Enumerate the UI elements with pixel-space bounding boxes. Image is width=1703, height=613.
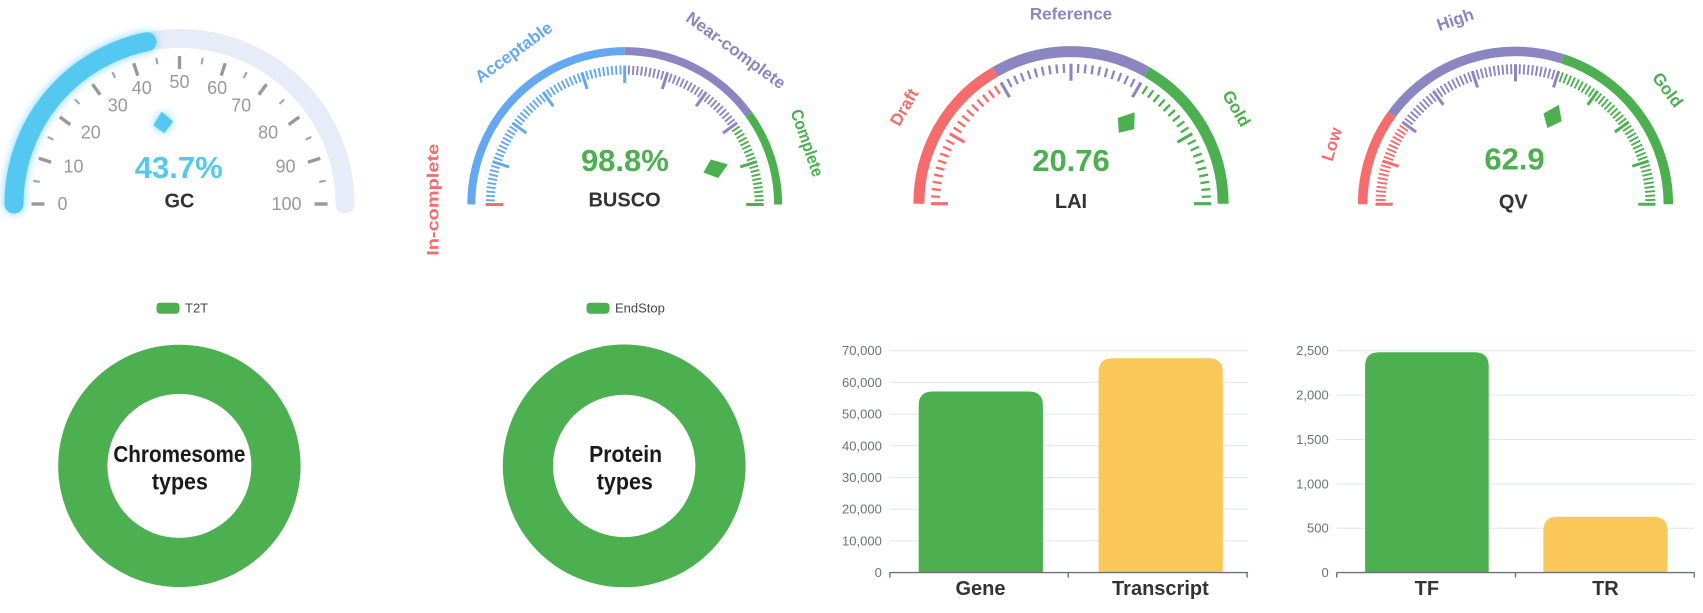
svg-text:50,000: 50,000 [842,407,882,422]
svg-text:20: 20 [81,122,101,142]
svg-text:QV: QV [1499,191,1529,213]
svg-text:60,000: 60,000 [842,375,882,390]
svg-text:0: 0 [1321,565,1328,580]
svg-text:30: 30 [108,95,128,115]
svg-text:43.7%: 43.7% [135,150,223,185]
svg-text:40,000: 40,000 [842,438,882,453]
svg-text:40: 40 [132,78,152,98]
svg-text:500: 500 [1307,521,1329,536]
svg-text:70,000: 70,000 [842,343,882,358]
svg-text:Chromesome: Chromesome [113,441,245,467]
svg-text:EndStop: EndStop [615,301,665,316]
svg-text:0: 0 [875,565,882,580]
svg-text:50: 50 [169,72,189,92]
svg-text:60: 60 [207,78,227,98]
svg-text:Transcript: Transcript [1112,578,1209,600]
svg-text:Gene: Gene [955,578,1005,600]
svg-text:98.8%: 98.8% [581,143,669,178]
svg-text:20,000: 20,000 [842,502,882,517]
svg-text:80: 80 [258,122,278,142]
svg-text:types: types [152,469,208,495]
svg-text:10: 10 [63,156,83,176]
svg-text:70: 70 [231,95,251,115]
svg-text:TF: TF [1415,578,1439,600]
svg-text:LAI: LAI [1055,191,1087,213]
svg-text:1,000: 1,000 [1296,476,1329,491]
svg-text:GC: GC [165,190,195,212]
svg-text:In-complete: In-complete [424,144,443,256]
svg-text:20.76: 20.76 [1032,143,1110,178]
svg-text:T2T: T2T [185,301,208,316]
svg-text:2,500: 2,500 [1296,343,1329,358]
svg-text:0: 0 [58,194,68,214]
svg-text:Reference: Reference [1030,5,1112,24]
svg-text:62.9: 62.9 [1484,142,1544,177]
svg-text:1,500: 1,500 [1296,432,1329,447]
svg-text:TR: TR [1592,578,1619,600]
svg-text:2,000: 2,000 [1296,388,1329,403]
svg-text:Protein: Protein [589,441,662,467]
svg-text:10,000: 10,000 [842,533,882,548]
svg-text:100: 100 [271,194,301,214]
svg-text:types: types [597,469,653,495]
svg-text:BUSCO: BUSCO [588,189,660,211]
svg-text:90: 90 [275,156,295,176]
svg-text:30,000: 30,000 [842,470,882,485]
